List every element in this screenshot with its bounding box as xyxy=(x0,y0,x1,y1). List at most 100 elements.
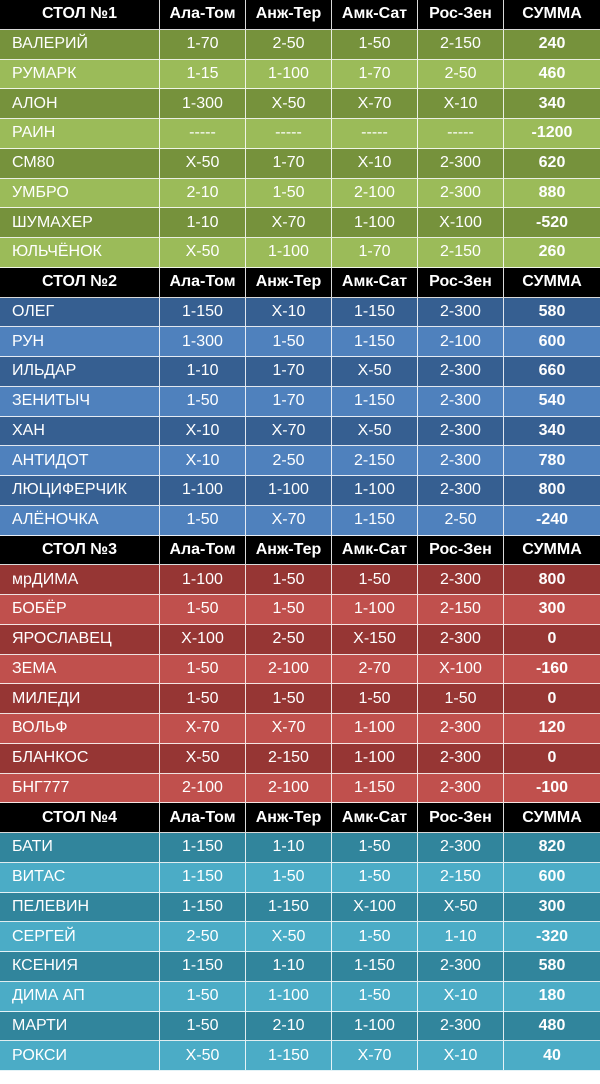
pick-cell: Х-10 xyxy=(246,297,332,328)
sum-cell: 580 xyxy=(504,952,600,982)
pick-cell: Х-70 xyxy=(246,416,332,447)
pick-cell: 1-15 xyxy=(160,59,246,90)
pick-cell: 2-300 xyxy=(418,476,504,506)
pick-cell: 1-50 xyxy=(246,327,332,357)
pick-cell: 2-300 xyxy=(418,386,504,417)
pick-cell: Х-50 xyxy=(246,89,332,119)
column-header: Амк-Сат xyxy=(332,803,418,833)
pick-cell: 1-50 xyxy=(160,1011,246,1042)
column-header: Рос-Зен xyxy=(418,803,504,833)
pick-cell: 1-100 xyxy=(160,565,246,595)
pick-cell: 2-150 xyxy=(418,238,504,268)
pick-cell: Х-50 xyxy=(332,357,418,387)
player-name: ВИТАС xyxy=(0,862,160,893)
pick-cell: Х-50 xyxy=(160,148,246,179)
pick-cell: 1-70 xyxy=(246,386,332,417)
player-name: ЛЮЦИФЕРЧИК xyxy=(0,476,160,506)
sum-cell: -240 xyxy=(504,505,600,536)
column-header: Рос-Зен xyxy=(418,535,504,566)
pick-cell: 2-50 xyxy=(246,446,332,476)
pick-cell: 2-150 xyxy=(332,446,418,476)
table-4: СТОЛ №4 Ала-Том Анж-Тер Амк-Сат Рос-Зен СУММА… xyxy=(0,803,600,1071)
player-name: РОКСИ xyxy=(0,1041,160,1071)
pick-cell: 1-100 xyxy=(332,714,418,744)
pick-cell: Х-70 xyxy=(246,714,332,744)
sum-cell: 600 xyxy=(504,862,600,893)
pick-cell: 1-50 xyxy=(332,29,418,60)
column-header: СУММА xyxy=(504,0,600,30)
pick-cell: 2-300 xyxy=(418,357,504,387)
pick-cell: 1-150 xyxy=(246,1041,332,1071)
pick-cell: 1-150 xyxy=(160,952,246,982)
player-name: АЛЁНОЧКА xyxy=(0,505,160,536)
table-1: СТОЛ №1 Ала-Том Анж-Тер Амк-Сат Рос-Зен СУММА… xyxy=(0,0,600,268)
pick-cell: 1-100 xyxy=(246,981,332,1012)
sum-cell: 820 xyxy=(504,833,600,863)
sum-cell: -320 xyxy=(504,922,600,952)
pick-cell: 1-150 xyxy=(332,952,418,982)
pick-cell: 1-300 xyxy=(160,89,246,119)
column-header: СУММА xyxy=(504,535,600,566)
player-name: РУН xyxy=(0,327,160,357)
pick-cell: ----- xyxy=(246,119,332,149)
pick-cell: 1-100 xyxy=(246,59,332,90)
pick-cell: 1-50 xyxy=(332,565,418,595)
pick-cell: 1-300 xyxy=(160,327,246,357)
pick-cell: Х-50 xyxy=(246,922,332,952)
player-name: СЕРГЕЙ xyxy=(0,922,160,952)
column-header: Ала-Том xyxy=(160,535,246,566)
player-name: УМБРО xyxy=(0,178,160,209)
sum-cell: 0 xyxy=(504,684,600,714)
column-header: Анж-Тер xyxy=(246,0,332,30)
player-name: СМ80 xyxy=(0,148,160,179)
pick-cell: 2-150 xyxy=(418,29,504,60)
player-name: ЯРОСЛАВЕЦ xyxy=(0,624,160,655)
pick-cell: 1-10 xyxy=(160,208,246,238)
pick-cell: 1-100 xyxy=(332,476,418,506)
pick-cell: ----- xyxy=(418,119,504,149)
pick-cell: Х-70 xyxy=(332,1041,418,1071)
pick-cell: Х-100 xyxy=(160,624,246,655)
pick-cell: Х-150 xyxy=(332,624,418,655)
pick-cell: 2-100 xyxy=(332,178,418,209)
player-name: АЛОН xyxy=(0,89,160,119)
pick-cell: 2-50 xyxy=(246,29,332,60)
pick-cell: 1-150 xyxy=(332,386,418,417)
sum-cell: 480 xyxy=(504,1011,600,1042)
player-name: ХАН xyxy=(0,416,160,447)
player-name: РАИН xyxy=(0,119,160,149)
pick-cell: Х-70 xyxy=(246,505,332,536)
player-name: БНГ777 xyxy=(0,773,160,804)
pick-cell: Х-50 xyxy=(160,743,246,774)
pick-cell: 1-150 xyxy=(332,773,418,804)
sum-cell: 0 xyxy=(504,624,600,655)
sum-cell: 880 xyxy=(504,178,600,209)
player-name: МИЛЕДИ xyxy=(0,684,160,714)
player-name: ПЕЛЕВИН xyxy=(0,892,160,923)
player-name: БАТИ xyxy=(0,833,160,863)
pick-cell: 1-100 xyxy=(332,743,418,774)
pick-cell: Х-10 xyxy=(160,446,246,476)
pick-cell: 2-300 xyxy=(418,624,504,655)
sum-cell: -100 xyxy=(504,773,600,804)
player-name: БЛАНКОС xyxy=(0,743,160,774)
pick-cell: 1-70 xyxy=(160,29,246,60)
table-2: СТОЛ №2 Ала-Том Анж-Тер Амк-Сат Рос-Зен СУММА… xyxy=(0,267,600,536)
pick-cell: 1-50 xyxy=(332,862,418,893)
pick-cell: 1-50 xyxy=(160,505,246,536)
pick-cell: 2-300 xyxy=(418,773,504,804)
column-header: Ала-Том xyxy=(160,0,246,30)
column-header: Ала-Том xyxy=(160,803,246,833)
pick-cell: 2-150 xyxy=(246,743,332,774)
sum-cell: -1200 xyxy=(504,119,600,149)
table-title: СТОЛ №1 xyxy=(0,0,160,30)
column-header: Амк-Сат xyxy=(332,535,418,566)
pick-cell: 2-100 xyxy=(418,327,504,357)
pick-cell: 2-100 xyxy=(246,654,332,685)
pick-cell: 1-70 xyxy=(332,59,418,90)
pick-cell: Х-70 xyxy=(332,89,418,119)
column-header: Амк-Сат xyxy=(332,0,418,30)
pick-cell: 2-300 xyxy=(418,565,504,595)
pick-cell: 1-100 xyxy=(332,208,418,238)
pick-cell: Х-10 xyxy=(332,148,418,179)
